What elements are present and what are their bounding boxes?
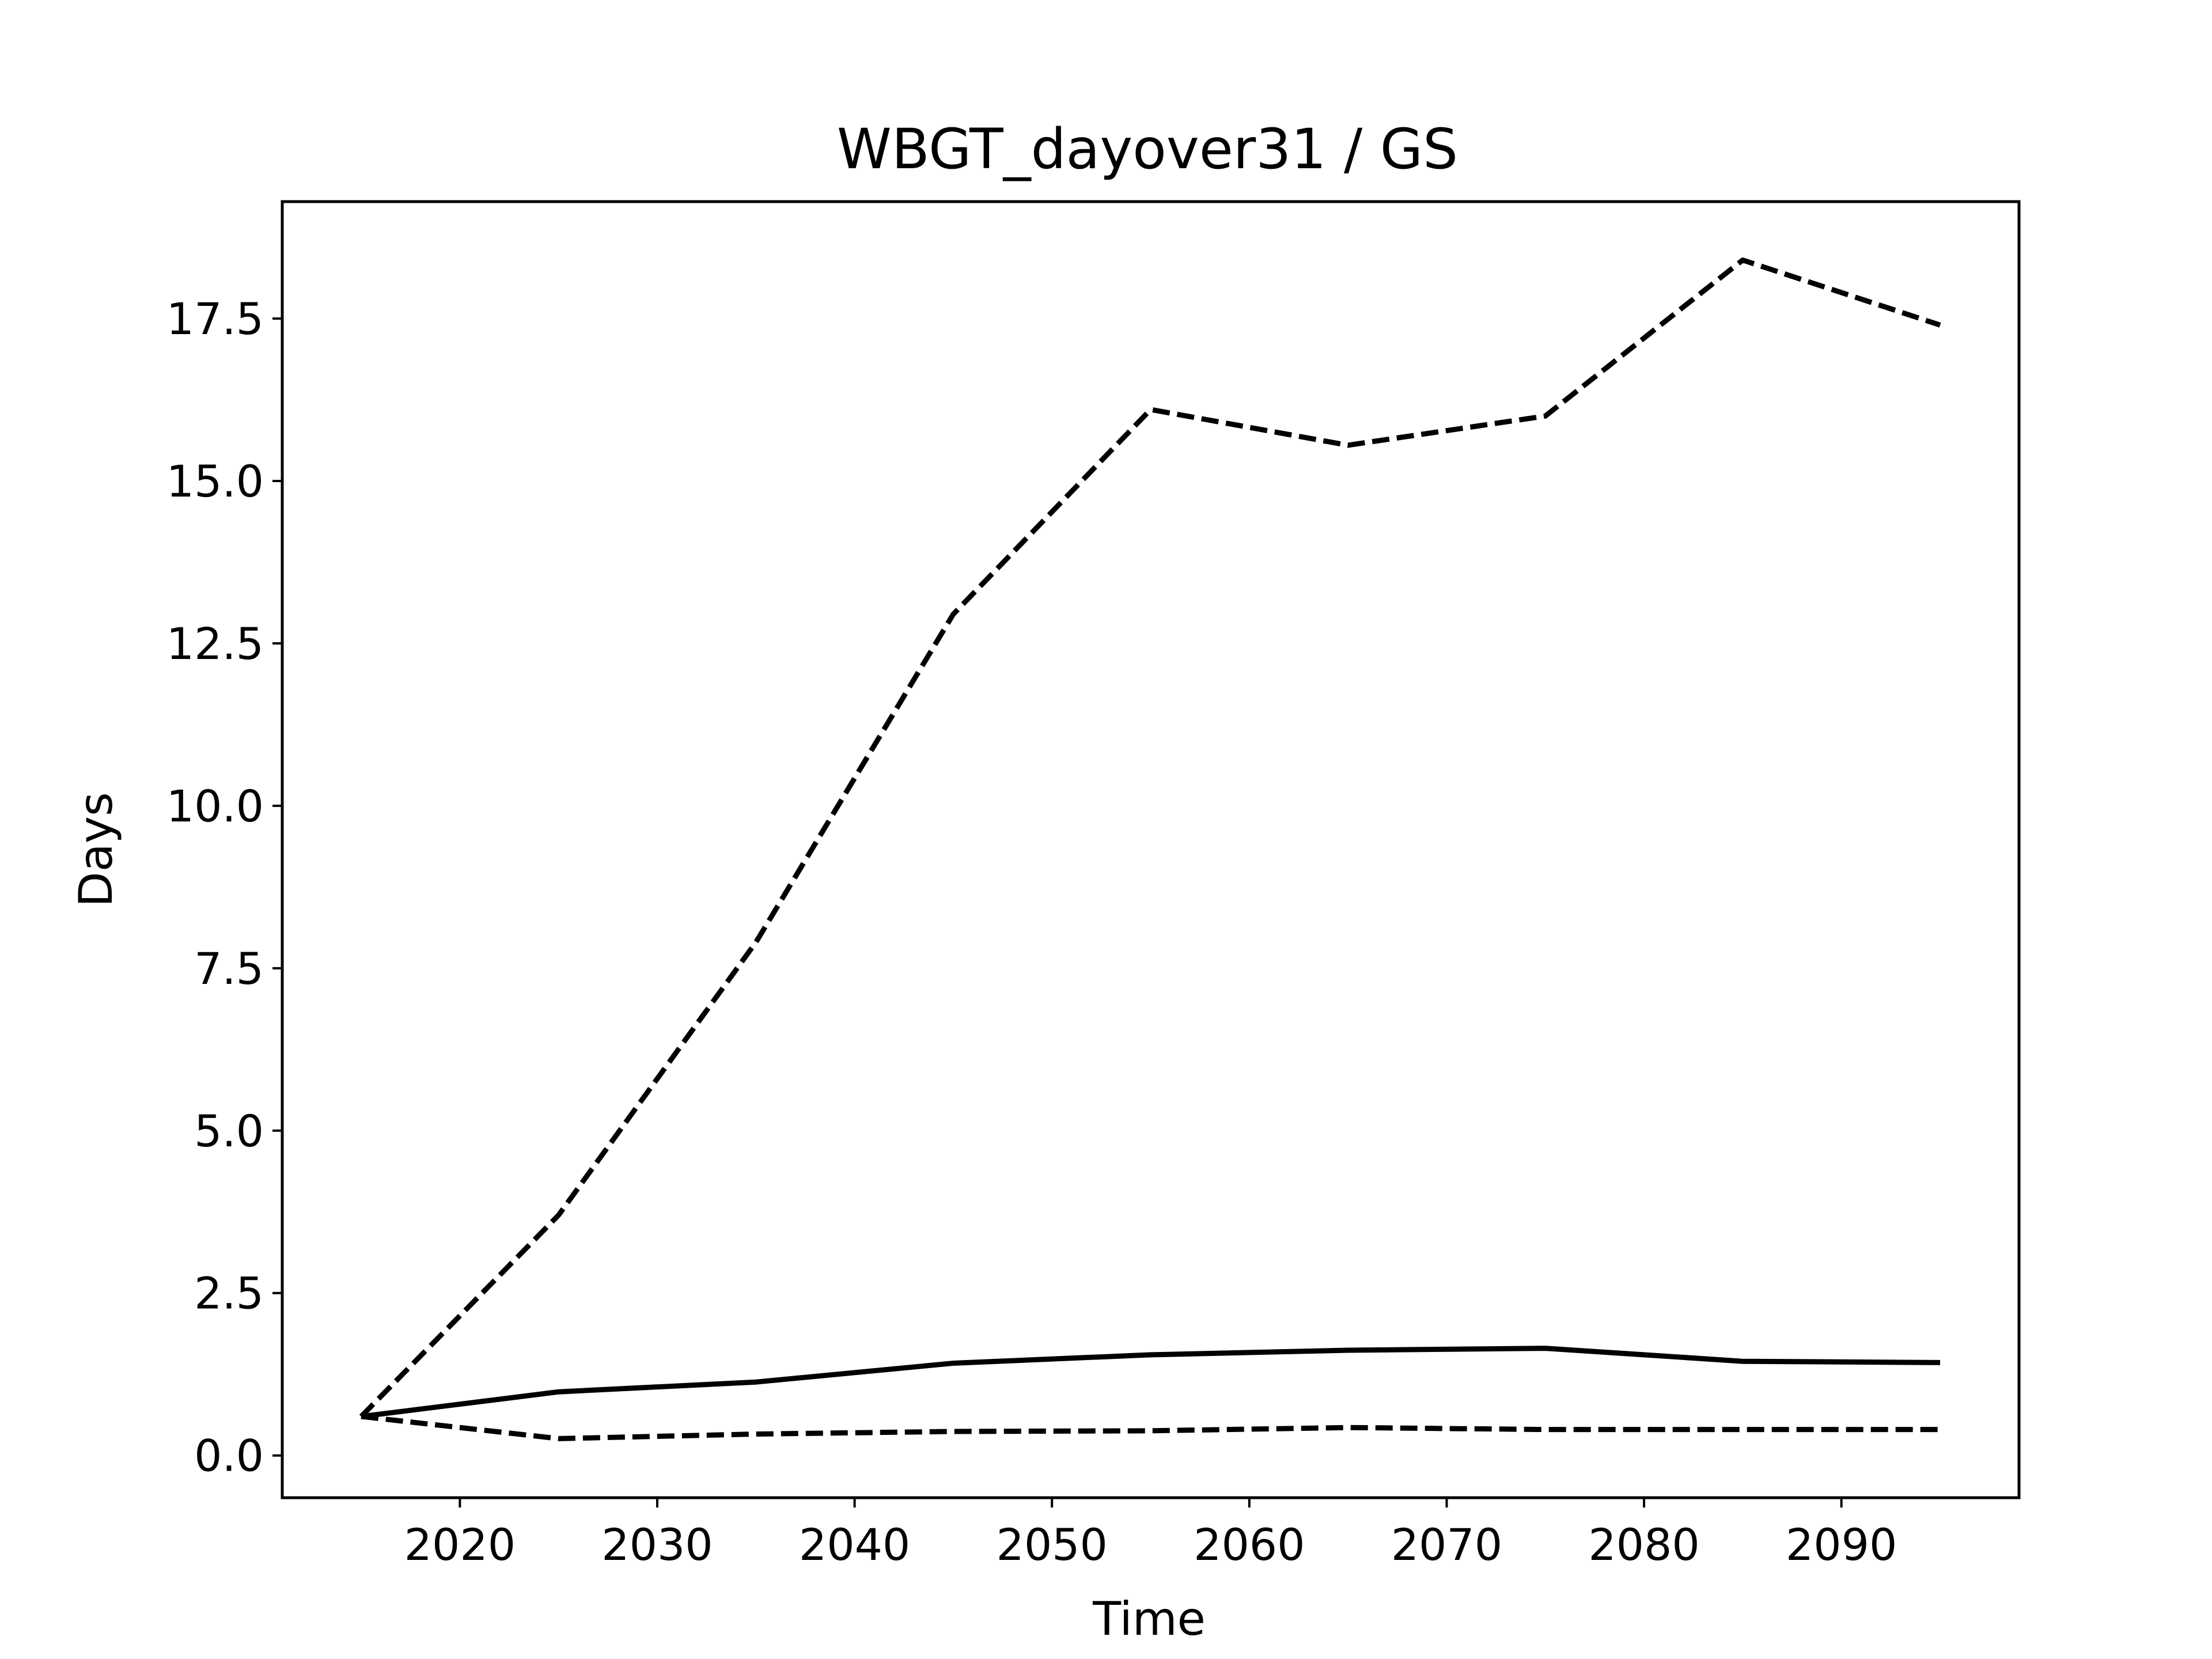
y-tick-label: 7.5 [194, 943, 264, 994]
x-tick-label: 2060 [1194, 1519, 1305, 1570]
y-tick-label: 12.5 [166, 618, 264, 669]
y-axis-label: Days [69, 792, 123, 907]
y-axis: 0.0 2.5 5.0 7.5 10.0 12.5 15.0 17.5 [166, 293, 282, 1482]
y-tick-label: 2.5 [194, 1268, 264, 1319]
y-tick-label: 5.0 [194, 1105, 264, 1157]
y-tick-label: 0.0 [194, 1430, 264, 1482]
x-axis-label: Time [1092, 1592, 1206, 1646]
chart-title: WBGT_dayover31 / GS [837, 117, 1458, 181]
x-tick-label: 2090 [1786, 1519, 1897, 1570]
x-axis: 2020 2030 2040 2050 2060 2070 2080 2090 [404, 1498, 1897, 1570]
x-tick-label: 2070 [1391, 1519, 1502, 1570]
series-line-2 [361, 1346, 1941, 1419]
plot-area [359, 257, 1941, 1441]
x-tick-label: 2080 [1588, 1519, 1699, 1570]
x-tick-label: 2020 [404, 1519, 516, 1570]
x-tick-label: 2050 [996, 1519, 1107, 1570]
y-tick-label: 10.0 [166, 781, 264, 832]
series-line-3 [361, 1414, 1940, 1441]
x-tick-label: 2040 [799, 1519, 910, 1570]
y-tick-label: 17.5 [166, 293, 264, 344]
y-tick-label: 15.0 [166, 456, 264, 507]
plot-frame [281, 200, 2021, 1499]
x-tick-label: 2030 [601, 1519, 713, 1570]
